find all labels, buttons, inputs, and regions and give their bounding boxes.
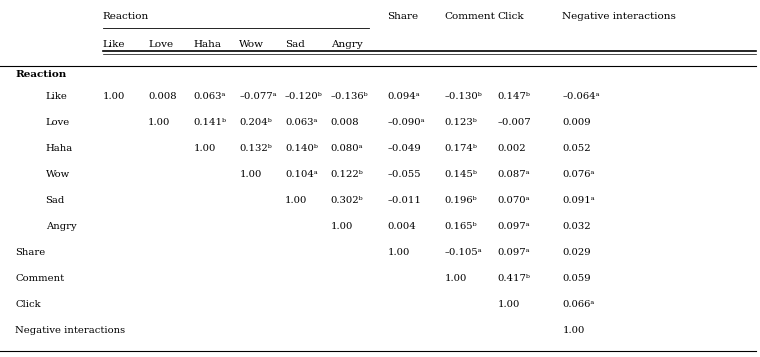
Text: 0.204ᵇ: 0.204ᵇ [239,118,272,127]
Text: 0.059: 0.059 [562,274,591,283]
Text: 0.147ᵇ: 0.147ᵇ [498,92,530,101]
Text: 0.066ᵃ: 0.066ᵃ [562,300,594,310]
Text: 1.00: 1.00 [194,144,216,153]
Text: Angry: Angry [46,222,76,231]
Text: Share: Share [15,248,46,257]
Text: –0.049: –0.049 [388,144,421,153]
Text: –0.090ᵃ: –0.090ᵃ [388,118,425,127]
Text: 0.076ᵃ: 0.076ᵃ [562,170,595,179]
Text: –0.105ᵃ: –0.105ᵃ [445,248,483,257]
Text: Haha: Haha [194,40,222,49]
Text: Love: Love [46,118,70,127]
Text: 0.174ᵇ: 0.174ᵇ [445,144,477,153]
Text: 1.00: 1.00 [103,92,125,101]
Text: 0.063ᵃ: 0.063ᵃ [285,118,318,127]
Text: 1.00: 1.00 [498,300,520,310]
Text: 0.004: 0.004 [388,222,416,231]
Text: 0.097ᵃ: 0.097ᵃ [498,248,530,257]
Text: –0.007: –0.007 [498,118,531,127]
Text: –0.120ᵇ: –0.120ᵇ [285,92,323,101]
Text: 0.145ᵇ: 0.145ᵇ [445,170,477,179]
Text: Share: Share [388,11,419,21]
Text: Click: Click [498,11,524,21]
Text: 0.165ᵇ: 0.165ᵇ [445,222,477,231]
Text: Reaction: Reaction [15,70,66,80]
Text: 0.141ᵇ: 0.141ᵇ [194,118,226,127]
Text: Like: Like [103,40,125,49]
Text: –0.011: –0.011 [388,196,422,205]
Text: Love: Love [148,40,173,49]
Text: 0.087ᵃ: 0.087ᵃ [498,170,530,179]
Text: Haha: Haha [46,144,73,153]
Text: 0.029: 0.029 [562,248,591,257]
Text: 0.008: 0.008 [148,92,177,101]
Text: 1.00: 1.00 [445,274,467,283]
Text: 0.122ᵇ: 0.122ᵇ [331,170,363,179]
Text: –0.077ᵃ: –0.077ᵃ [239,92,277,101]
Text: 0.070ᵃ: 0.070ᵃ [498,196,530,205]
Text: –0.064ᵃ: –0.064ᵃ [562,92,600,101]
Text: Negative interactions: Negative interactions [562,11,676,21]
Text: Sad: Sad [46,196,65,205]
Text: 1.00: 1.00 [148,118,170,127]
Text: –0.136ᵇ: –0.136ᵇ [331,92,369,101]
Text: 0.080ᵃ: 0.080ᵃ [331,144,363,153]
Text: 0.302ᵇ: 0.302ᵇ [331,196,363,205]
Text: Comment: Comment [445,11,496,21]
Text: 0.132ᵇ: 0.132ᵇ [239,144,272,153]
Text: 0.008: 0.008 [331,118,359,127]
Text: 0.417ᵇ: 0.417ᵇ [498,274,530,283]
Text: Negative interactions: Negative interactions [15,326,125,336]
Text: Wow: Wow [239,40,264,49]
Text: Click: Click [15,300,41,310]
Text: 0.123ᵇ: 0.123ᵇ [445,118,477,127]
Text: Wow: Wow [46,170,70,179]
Text: 0.002: 0.002 [498,144,527,153]
Text: 0.063ᵃ: 0.063ᵃ [194,92,226,101]
Text: –0.055: –0.055 [388,170,421,179]
Text: 0.009: 0.009 [562,118,591,127]
Text: Comment: Comment [15,274,65,283]
Text: 0.094ᵃ: 0.094ᵃ [388,92,420,101]
Text: 1.00: 1.00 [388,248,410,257]
Text: Like: Like [46,92,68,101]
Text: –0.130ᵇ: –0.130ᵇ [445,92,483,101]
Text: 1.00: 1.00 [331,222,353,231]
Text: 0.140ᵇ: 0.140ᵇ [285,144,318,153]
Text: 1.00: 1.00 [285,196,307,205]
Text: 1.00: 1.00 [239,170,261,179]
Text: 0.196ᵇ: 0.196ᵇ [445,196,477,205]
Text: 0.032: 0.032 [562,222,591,231]
Text: 0.052: 0.052 [562,144,591,153]
Text: Sad: Sad [285,40,305,49]
Text: 0.104ᵃ: 0.104ᵃ [285,170,318,179]
Text: Reaction: Reaction [103,11,149,21]
Text: Angry: Angry [331,40,363,49]
Text: 0.091ᵃ: 0.091ᵃ [562,196,595,205]
Text: 0.097ᵃ: 0.097ᵃ [498,222,530,231]
Text: 1.00: 1.00 [562,326,584,336]
